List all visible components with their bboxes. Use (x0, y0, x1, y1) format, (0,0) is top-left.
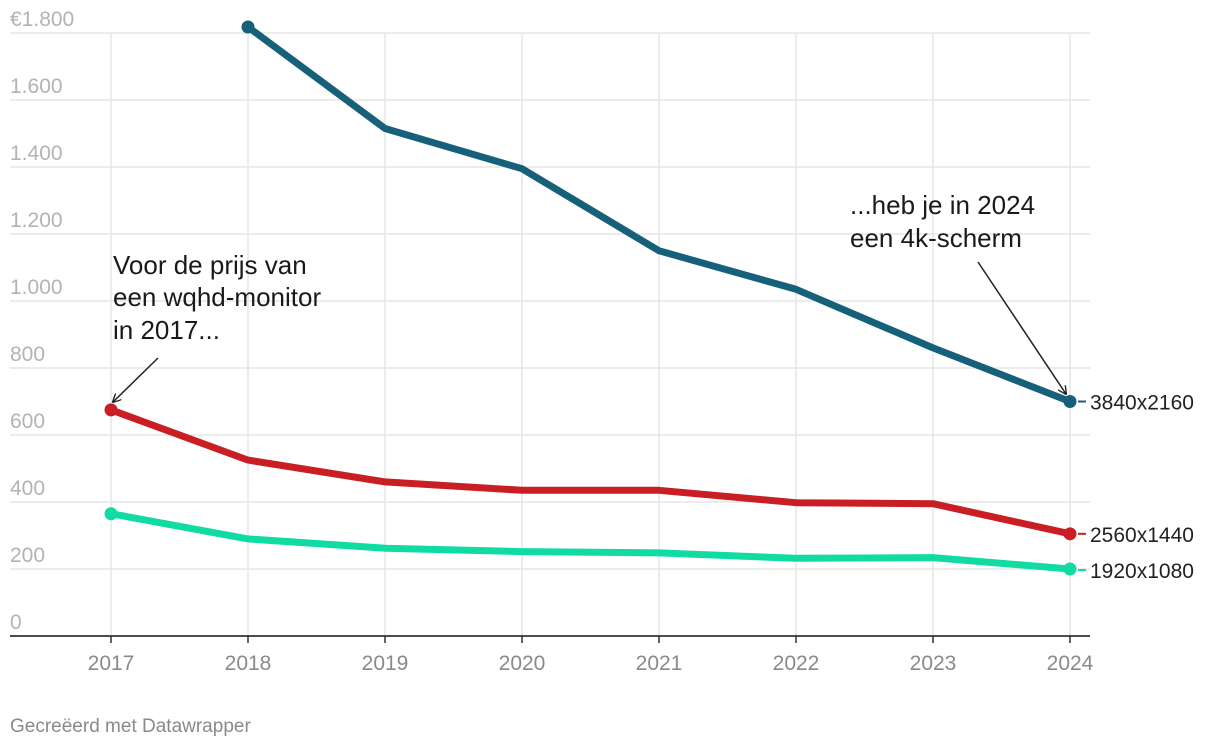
annotation-wqhd-line-1: Voor de prijs van (113, 250, 307, 280)
annotation-wqhd-line-2: een wqhd-monitor (113, 282, 321, 312)
series-start-point (241, 20, 255, 34)
series-labels: 3840x2160 2560x1440 1920x1080 (1078, 392, 1194, 583)
series-label-3840x2160: 3840x2160 (1090, 392, 1194, 415)
y-tick-label: 800 (10, 343, 45, 366)
y-tick-label: €1.800 (10, 8, 74, 31)
series-line-2560x1440 (107, 406, 1074, 538)
axes: 0 200 400 600 800 1.000 1.200 1.400 1.600 €1.800 2… (10, 8, 1094, 675)
series-end-point (1063, 395, 1077, 408)
annotation-wqhd-arrow (113, 357, 159, 402)
annotation-4k: ...heb je in 2024 een 4k-scherm (850, 190, 1066, 394)
series (104, 20, 1077, 576)
series-label-2560x1440: 2560x1440 (1090, 524, 1194, 547)
series-start-point (104, 403, 118, 417)
x-tick-label: 2018 (225, 652, 272, 675)
x-tick-label: 2021 (636, 652, 683, 675)
y-tick-label: 600 (10, 410, 45, 433)
grid (10, 32, 1090, 636)
series-end-point (1063, 562, 1077, 576)
y-tick-label: 1.000 (10, 276, 63, 299)
annotation-4k-line-1: ...heb je in 2024 (850, 190, 1035, 220)
y-tick-label: 0 (10, 611, 22, 634)
credit-text: Gecreëerd met Datawrapper (10, 716, 251, 737)
series-end-point (1063, 527, 1077, 541)
y-tick-label: 400 (10, 477, 45, 500)
series-line-3840x2160 (244, 23, 1074, 405)
x-tick-label: 2017 (88, 652, 135, 675)
x-tick-label: 2024 (1047, 652, 1094, 675)
x-tick-label: 2023 (910, 652, 957, 675)
x-tick-label: 2022 (773, 652, 820, 675)
x-tick-label: 2020 (499, 652, 546, 675)
series-line-1920x1080 (107, 510, 1074, 573)
x-tick-label: 2019 (362, 652, 409, 675)
annotation-wqhd: Voor de prijs van een wqhd-monitor in 20… (113, 250, 321, 402)
y-tick-label: 1.200 (10, 209, 63, 232)
series-label-1920x1080: 1920x1080 (1090, 560, 1194, 583)
y-tick-label: 1.600 (10, 75, 63, 98)
annotation-4k-arrow (977, 261, 1066, 394)
y-tick-label: 200 (10, 544, 45, 567)
annotation-wqhd-line-3: in 2017... (113, 315, 220, 345)
annotation-4k-line-2: een 4k-scherm (850, 223, 1022, 253)
series-start-point (104, 507, 118, 521)
y-tick-label: 1.400 (10, 142, 63, 165)
